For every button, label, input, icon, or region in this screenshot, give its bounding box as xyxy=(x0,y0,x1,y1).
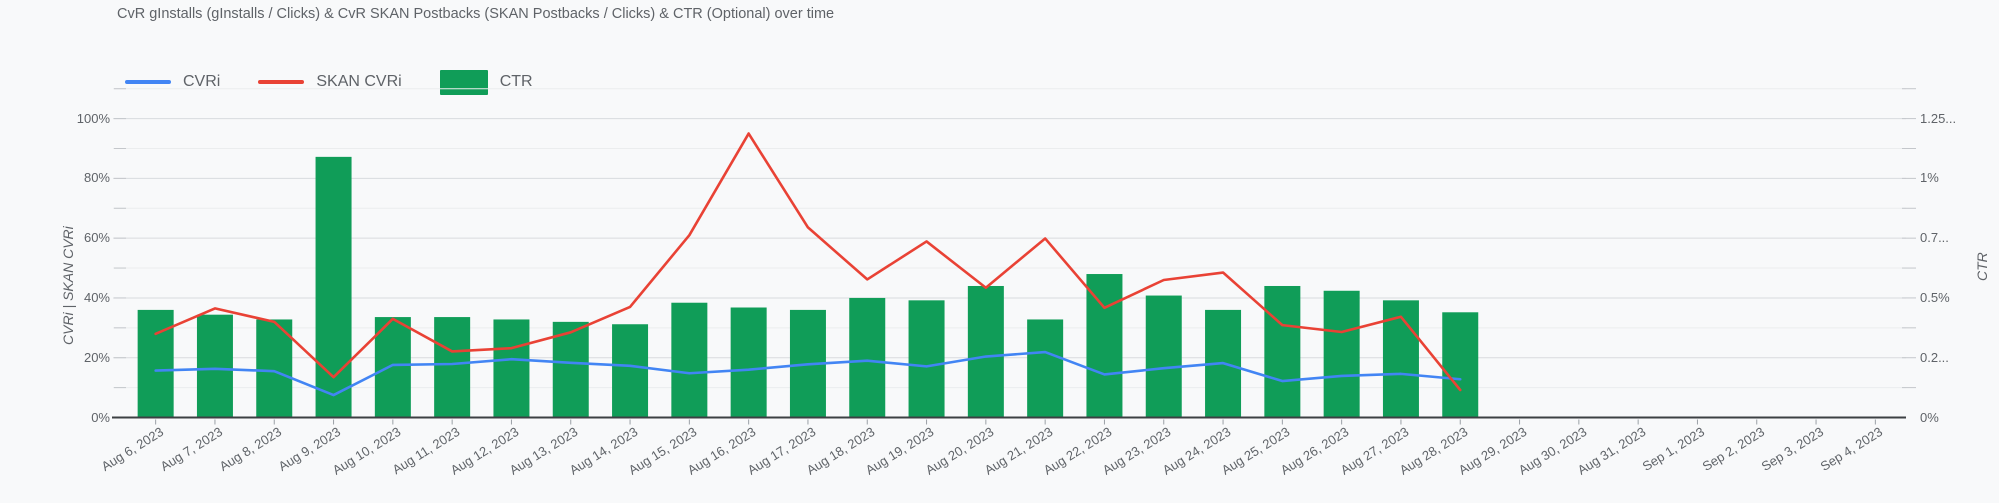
right-axis-tick-label: 0.2... xyxy=(1920,349,1949,365)
ctr-bar[interactable] xyxy=(137,309,174,418)
legend-label: SKAN CVRi xyxy=(316,73,402,90)
left-axis-tick-label: 40% xyxy=(83,289,110,305)
legend-label: CVRi xyxy=(183,73,221,90)
cvri-line-swatch-icon xyxy=(125,80,171,84)
axis-ticks xyxy=(114,88,1916,425)
ctr-bar[interactable] xyxy=(849,297,886,418)
right-axis-title: CTR xyxy=(1974,252,1990,281)
ctr-bar[interactable] xyxy=(908,300,945,418)
ctr-bar[interactable] xyxy=(256,319,293,418)
ctr-bar[interactable] xyxy=(671,302,708,418)
legend-item-skan-cvri: SKAN CVRi xyxy=(258,73,402,91)
right-axis-tick-label: 0.7... xyxy=(1920,230,1949,246)
left-axis-tick-label: 80% xyxy=(83,170,110,186)
ctr-bar[interactable] xyxy=(612,324,649,418)
legend: CVRi SKAN CVRi CTR xyxy=(125,66,533,98)
right-axis-tick-label: 0.5% xyxy=(1920,289,1950,305)
ctr-bar[interactable] xyxy=(1086,274,1123,418)
ctr-bar-swatch-icon xyxy=(439,69,488,95)
ctr-bar[interactable] xyxy=(1323,290,1360,418)
left-axis-tick-label: 100% xyxy=(76,110,110,126)
ctr-bar[interactable] xyxy=(1145,295,1182,418)
left-axis-tick-label: 20% xyxy=(83,349,110,365)
legend-item-ctr: CTR xyxy=(439,69,533,95)
right-axis-tick-label: 1% xyxy=(1920,170,1939,186)
ctr-bar[interactable] xyxy=(434,317,471,418)
legend-item-cvri: CVRi xyxy=(125,73,220,91)
legend-label: CTR xyxy=(499,73,533,90)
chart-title: CvR gInstalls (gInstalls / Clicks) & CvR… xyxy=(117,6,835,22)
ctr-bar[interactable] xyxy=(1264,285,1301,418)
right-axis-tick-label: 0% xyxy=(1920,409,1939,425)
skan-cvri-line-swatch-icon xyxy=(258,80,305,84)
ctr-bar[interactable] xyxy=(1027,319,1064,418)
ctr-bars xyxy=(137,156,1479,418)
ctr-bar[interactable] xyxy=(374,317,411,418)
skan-cvri-line[interactable] xyxy=(154,132,1462,392)
left-axis-tick-label: 0% xyxy=(91,409,110,425)
left-axis-tick-label: 60% xyxy=(83,230,110,246)
ctr-bar[interactable] xyxy=(552,321,589,418)
ctr-bar[interactable] xyxy=(493,319,530,418)
ctr-bar[interactable] xyxy=(967,285,1004,418)
cvri-line[interactable] xyxy=(154,350,1462,397)
ctr-bar[interactable] xyxy=(315,156,352,418)
ctr-bar[interactable] xyxy=(1442,312,1479,418)
right-axis-tick-label: 1.25... xyxy=(1920,110,1957,126)
ctr-bar[interactable] xyxy=(196,314,233,418)
ctr-bar[interactable] xyxy=(730,307,767,418)
